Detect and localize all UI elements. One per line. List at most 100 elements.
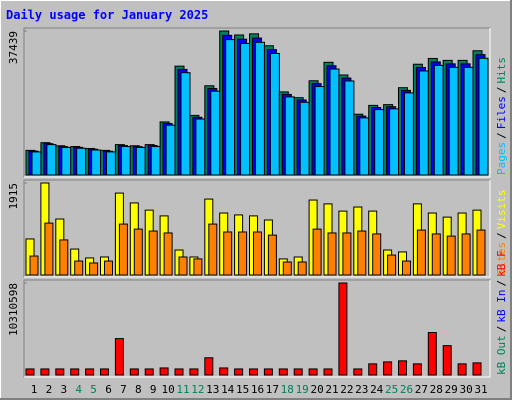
- x-tick-label: 26: [400, 383, 413, 396]
- bar: [278, 368, 288, 376]
- bar: [29, 255, 39, 276]
- bar: [372, 233, 382, 276]
- bar: [442, 345, 452, 376]
- bar: [387, 254, 397, 276]
- x-tick-label: 16: [251, 383, 264, 396]
- bar: [463, 66, 474, 176]
- bar: [368, 363, 378, 376]
- bar: [61, 146, 72, 176]
- x-tick-label: 1: [31, 383, 38, 396]
- bar: [412, 363, 422, 376]
- legend: Sites / Visits: [495, 190, 508, 276]
- legend-entry: Files: [495, 96, 508, 129]
- bar: [59, 239, 69, 276]
- bar: [299, 101, 310, 176]
- bar: [180, 72, 191, 176]
- bar: [208, 223, 218, 276]
- bar: [148, 230, 158, 276]
- bar: [135, 146, 146, 176]
- chart-title: Daily usage for January 2025: [6, 8, 208, 22]
- bar: [240, 42, 251, 176]
- legend-entry: Sites: [495, 242, 508, 275]
- bar: [163, 232, 173, 276]
- bar: [433, 64, 444, 176]
- y-tick-label: 1915: [7, 183, 20, 210]
- bar: [44, 222, 54, 276]
- panel-edge: [24, 280, 491, 378]
- bar: [76, 147, 87, 176]
- x-tick-label: 9: [150, 383, 157, 396]
- bar: [144, 368, 154, 376]
- bar: [89, 262, 99, 276]
- legend-entry: Hits: [495, 57, 508, 84]
- bar: [476, 229, 486, 276]
- bar: [100, 368, 109, 376]
- bar: [427, 332, 437, 376]
- bar: [55, 368, 65, 376]
- bar: [225, 39, 236, 176]
- bar: [312, 228, 322, 276]
- legend: Pages / Files / Hits: [495, 57, 508, 175]
- bar: [118, 223, 128, 276]
- bar: [308, 368, 318, 376]
- bar: [255, 41, 265, 176]
- bar: [431, 233, 441, 276]
- x-tick-label: 19: [296, 383, 309, 396]
- bar: [174, 368, 184, 376]
- bar: [133, 228, 143, 276]
- bar: [418, 70, 429, 176]
- x-tick-label: 31: [474, 383, 487, 396]
- x-tick-label: 29: [445, 383, 458, 396]
- x-tick-label: 13: [206, 383, 219, 396]
- x-tick-label: 25: [385, 383, 398, 396]
- legend-entry: Visits: [495, 190, 508, 230]
- x-tick-label: 30: [459, 383, 472, 396]
- x-tick-label: 12: [191, 383, 204, 396]
- panel: [23, 279, 491, 378]
- legend-entry: kB In: [495, 290, 508, 323]
- bar: [223, 231, 233, 276]
- x-tick-label: 2: [46, 383, 53, 396]
- x-tick-label: 14: [221, 383, 235, 396]
- bar: [448, 66, 459, 176]
- bar: [398, 360, 407, 376]
- x-tick-label: 20: [310, 383, 323, 396]
- bar: [189, 368, 199, 376]
- y-tick-label: 37439: [7, 31, 20, 64]
- x-tick-label: 15: [236, 383, 249, 396]
- bar: [238, 231, 248, 276]
- x-tick-label: 22: [340, 383, 353, 396]
- bar: [359, 117, 370, 176]
- bar: [165, 124, 176, 176]
- legend: kB Out / kB In / kB F: [495, 250, 508, 375]
- legend-entry: kB Out: [495, 335, 508, 375]
- bar: [159, 367, 169, 376]
- bar: [91, 149, 102, 176]
- y-tick-label: 10310598: [7, 283, 20, 336]
- x-tick-label: 18: [281, 383, 294, 396]
- bar: [267, 234, 277, 276]
- x-tick-label: 6: [105, 383, 112, 396]
- bar: [284, 96, 295, 176]
- bar: [402, 260, 411, 276]
- bar: [204, 357, 214, 376]
- x-tick-label: 17: [266, 383, 279, 396]
- bar: [446, 235, 456, 276]
- bar: [234, 368, 244, 376]
- bar: [120, 146, 131, 176]
- bar: [374, 109, 385, 176]
- x-tick-label: 27: [415, 383, 428, 396]
- bar: [297, 261, 307, 276]
- bar: [114, 338, 124, 376]
- bar: [129, 368, 139, 376]
- bar: [106, 151, 116, 176]
- bar: [269, 52, 280, 176]
- panel-edge: [24, 180, 491, 278]
- legend-separator: /: [495, 280, 508, 287]
- panel-edge: [24, 28, 491, 178]
- bar: [353, 368, 363, 376]
- x-tick-label: 3: [60, 383, 67, 396]
- x-tick-label: 28: [430, 383, 443, 396]
